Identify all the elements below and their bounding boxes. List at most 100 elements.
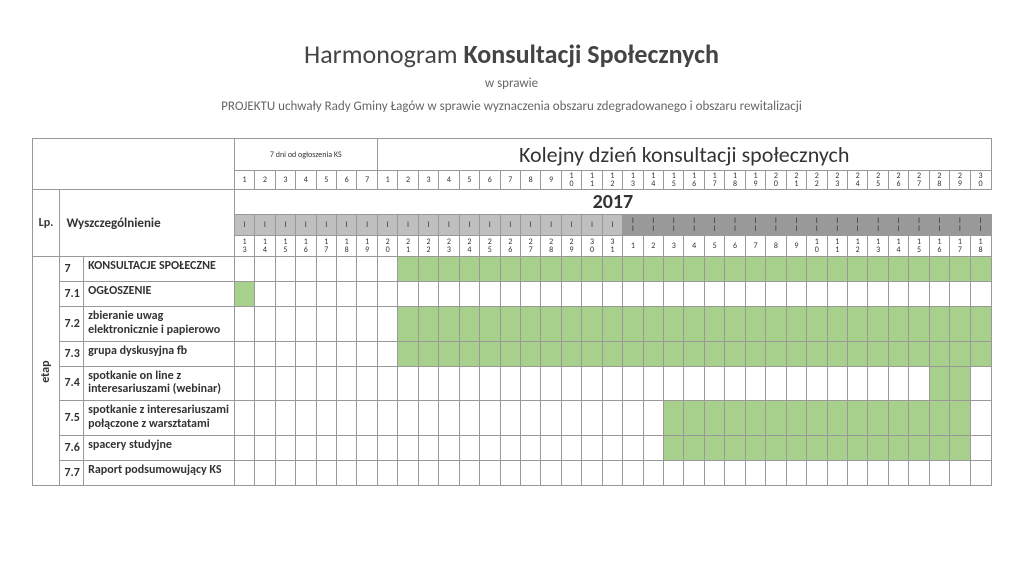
subtitle-2: PROJEKTU uchwały Rady Gminy Łagów w spra… bbox=[32, 99, 992, 114]
gantt-cell bbox=[234, 307, 254, 342]
gantt-cell bbox=[602, 257, 622, 282]
day-number-cell: 20 bbox=[766, 171, 786, 190]
gantt-cell bbox=[664, 257, 684, 282]
gantt-cell bbox=[561, 341, 581, 366]
gantt-cell bbox=[500, 401, 520, 436]
gantt-cell bbox=[643, 282, 663, 307]
gantt-cell bbox=[234, 282, 254, 307]
gantt-cell bbox=[520, 307, 540, 342]
date-cell: 12 bbox=[847, 236, 867, 257]
gantt-cell bbox=[520, 282, 540, 307]
gantt-cell bbox=[950, 307, 970, 342]
gantt-cell bbox=[847, 307, 867, 342]
month-cell: II bbox=[909, 215, 929, 236]
task-row: 7.4spotkanie on line z interesariuszami … bbox=[32, 366, 991, 401]
task-name: KONSULTACJE SPOŁECZNE bbox=[84, 257, 235, 282]
date-cell: 14 bbox=[888, 236, 908, 257]
gantt-cell bbox=[643, 257, 663, 282]
gantt-cell bbox=[275, 435, 295, 460]
gantt-cell bbox=[766, 257, 786, 282]
day-number-cell: 23 bbox=[827, 171, 847, 190]
gantt-cell bbox=[684, 257, 704, 282]
gantt-cell bbox=[868, 401, 888, 436]
gantt-cell bbox=[704, 282, 724, 307]
gantt-cell bbox=[480, 401, 500, 436]
date-cell: 10 bbox=[807, 236, 827, 257]
date-cell: 16 bbox=[296, 236, 316, 257]
date-cell: 8 bbox=[766, 236, 786, 257]
page-title: Harmonogram Konsultacji Społecznych bbox=[32, 38, 992, 70]
task-row: 7.3grupa dyskusyjna fb bbox=[32, 341, 991, 366]
date-cell: 29 bbox=[561, 236, 581, 257]
gantt-cell bbox=[643, 435, 663, 460]
day-number-cell: 15 bbox=[664, 171, 684, 190]
gantt-cell bbox=[786, 257, 806, 282]
gantt-cell bbox=[827, 366, 847, 401]
day-number-cell: 27 bbox=[909, 171, 929, 190]
gantt-cell bbox=[541, 307, 561, 342]
gantt-cell bbox=[316, 307, 336, 342]
gantt-cell bbox=[950, 257, 970, 282]
gantt-cell bbox=[786, 282, 806, 307]
day-number-cell: 19 bbox=[745, 171, 765, 190]
date-cell: 25 bbox=[480, 236, 500, 257]
gantt-cell bbox=[541, 282, 561, 307]
gantt-cell bbox=[807, 460, 827, 485]
gantt-cell bbox=[561, 307, 581, 342]
gantt-cell bbox=[623, 401, 643, 436]
year-row: Lp. Wyszczególnienie 2017 bbox=[32, 190, 991, 215]
gantt-cell bbox=[561, 282, 581, 307]
date-cell: 9 bbox=[786, 236, 806, 257]
month-cell: II bbox=[970, 215, 991, 236]
gantt-cell bbox=[255, 366, 275, 401]
title-prefix: Harmonogram bbox=[304, 38, 463, 70]
gantt-cell bbox=[745, 257, 765, 282]
gantt-cell bbox=[684, 435, 704, 460]
gantt-cell bbox=[664, 282, 684, 307]
gantt-cell bbox=[643, 341, 663, 366]
gantt-cell bbox=[398, 257, 418, 282]
month-cell: I bbox=[561, 215, 581, 236]
gantt-cell bbox=[541, 257, 561, 282]
date-cell: 1 bbox=[623, 236, 643, 257]
gantt-cell bbox=[520, 460, 540, 485]
gantt-cell bbox=[725, 366, 745, 401]
gantt-cell bbox=[561, 257, 581, 282]
day-number-cell: 4 bbox=[296, 171, 316, 190]
day-number-cell: 17 bbox=[704, 171, 724, 190]
month-cell: I bbox=[602, 215, 622, 236]
etap-label: etap bbox=[32, 257, 60, 486]
gantt-cell bbox=[480, 282, 500, 307]
gantt-cell bbox=[704, 401, 724, 436]
date-cell: 18 bbox=[336, 236, 356, 257]
gantt-cell bbox=[664, 307, 684, 342]
gantt-cell bbox=[500, 366, 520, 401]
gantt-cell bbox=[296, 282, 316, 307]
month-cell: II bbox=[888, 215, 908, 236]
gantt-cell bbox=[520, 257, 540, 282]
gantt-cell bbox=[459, 401, 479, 436]
gantt-cell bbox=[541, 460, 561, 485]
gantt-table: 7 dni od ogłoszenia KS Kolejny dzień kon… bbox=[32, 138, 992, 486]
month-cell: II bbox=[664, 215, 684, 236]
gantt-cell bbox=[255, 460, 275, 485]
gantt-cell bbox=[296, 401, 316, 436]
gantt-cell bbox=[868, 341, 888, 366]
month-cell: I bbox=[418, 215, 438, 236]
day-number-cell: 1 bbox=[377, 171, 397, 190]
gantt-cell bbox=[929, 401, 949, 436]
gantt-cell bbox=[704, 435, 724, 460]
gantt-cell bbox=[868, 307, 888, 342]
gantt-cell bbox=[827, 401, 847, 436]
gantt-cell bbox=[418, 435, 438, 460]
gantt-cell bbox=[234, 257, 254, 282]
month-cell: II bbox=[704, 215, 724, 236]
gantt-cell bbox=[377, 307, 397, 342]
gantt-cell bbox=[582, 401, 602, 436]
gantt-cell bbox=[725, 307, 745, 342]
gantt-cell bbox=[377, 401, 397, 436]
gantt-cell bbox=[643, 401, 663, 436]
gantt-cell bbox=[725, 435, 745, 460]
gantt-cell bbox=[970, 366, 991, 401]
month-cell: I bbox=[336, 215, 356, 236]
